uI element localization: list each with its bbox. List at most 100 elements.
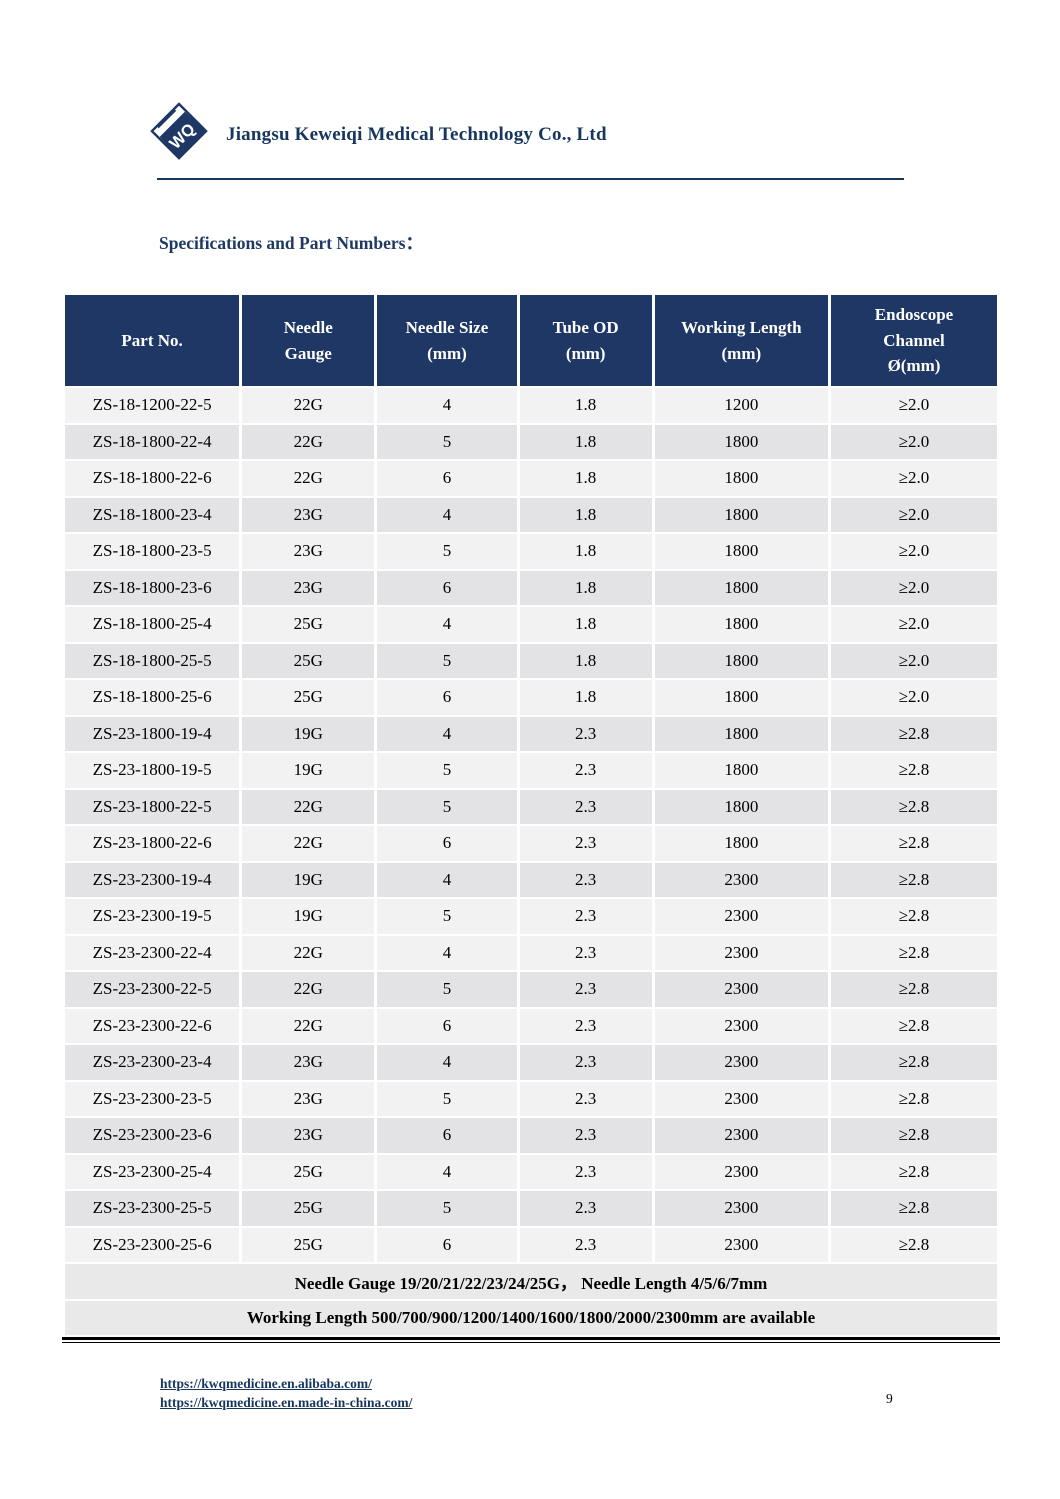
availability-note-line2: Working Length 500/700/900/1200/1400/160… <box>65 1300 997 1335</box>
table-cell: ZS-18-1800-23-5 <box>65 534 240 569</box>
table-cell: 23G <box>242 497 375 532</box>
table-cell: ≥2.0 <box>831 607 997 642</box>
table-cell: 1800 <box>654 607 828 642</box>
table-row: ZS-18-1800-25-4 25G 4 1.8 1800 ≥2.0 <box>65 607 997 642</box>
table-cell: 2.3 <box>519 1045 652 1080</box>
table-cell: ≥2.8 <box>831 1227 997 1262</box>
col-header-part-no: Part No. <box>65 295 240 386</box>
table-row: ZS-18-1800-23-4 23G 4 1.8 1800 ≥2.0 <box>65 497 997 532</box>
table-cell: 23G <box>242 1118 375 1153</box>
table-cell: ≥2.8 <box>831 972 997 1007</box>
table-cell: 1800 <box>654 716 828 751</box>
table-cell: 2300 <box>654 862 828 897</box>
table-cell: 6 <box>377 826 517 861</box>
table-cell: 1200 <box>654 388 828 423</box>
table-cell: 1.8 <box>519 534 652 569</box>
table-cell: 1800 <box>654 789 828 824</box>
table-cell: 2.3 <box>519 1227 652 1262</box>
table-cell: ≥2.0 <box>831 461 997 496</box>
table-cell: 2300 <box>654 1154 828 1189</box>
made-in-china-link[interactable]: https://kwqmedicine.en.made-in-china.com… <box>160 1395 413 1410</box>
table-cell: ZS-23-2300-22-4 <box>65 935 240 970</box>
company-name: Jiangsu Keweiqi Medical Technology Co., … <box>226 124 607 145</box>
table-cell: 25G <box>242 1191 375 1226</box>
table-cell: 2300 <box>654 1081 828 1116</box>
table-cell: 6 <box>377 1008 517 1043</box>
table-cell: ≥2.8 <box>831 1191 997 1226</box>
table-cell: ≥2.8 <box>831 1008 997 1043</box>
page-header: WQ Jiangsu Keweiqi Medical Technology Co… <box>150 102 607 164</box>
table-cell: 22G <box>242 789 375 824</box>
table-cell: 1800 <box>654 826 828 861</box>
table-cell: ≥2.8 <box>831 1045 997 1080</box>
table-cell: ≥2.8 <box>831 753 997 788</box>
table-cell: ZS-23-1800-22-5 <box>65 789 240 824</box>
table-cell: 23G <box>242 1045 375 1080</box>
spec-table: Part No. Needle Gauge Needle Size (mm) T… <box>62 293 1000 1337</box>
table-cell: 1800 <box>654 570 828 605</box>
table-row: ZS-18-1800-23-5 23G 5 1.8 1800 ≥2.0 <box>65 534 997 569</box>
header-divider <box>157 178 904 180</box>
col-header-tube-od: Tube OD (mm) <box>519 295 652 386</box>
table-cell: 25G <box>242 1154 375 1189</box>
table-row: ZS-23-2300-23-4 23G 4 2.3 2300 ≥2.8 <box>65 1045 997 1080</box>
table-cell: ZS-23-2300-25-5 <box>65 1191 240 1226</box>
table-cell: 4 <box>377 388 517 423</box>
table-row: ZS-23-2300-25-5 25G 5 2.3 2300 ≥2.8 <box>65 1191 997 1226</box>
table-cell: ZS-23-1800-22-6 <box>65 826 240 861</box>
table-cell: 25G <box>242 680 375 715</box>
table-cell: 23G <box>242 534 375 569</box>
table-cell: 2.3 <box>519 1118 652 1153</box>
table-row: ZS-18-1800-23-6 23G 6 1.8 1800 ≥2.0 <box>65 570 997 605</box>
table-cell: 1.8 <box>519 388 652 423</box>
table-row: ZS-23-2300-22-4 22G 4 2.3 2300 ≥2.8 <box>65 935 997 970</box>
table-row: ZS-23-2300-19-4 19G 4 2.3 2300 ≥2.8 <box>65 862 997 897</box>
table-cell: 22G <box>242 1008 375 1043</box>
table-cell: 1800 <box>654 424 828 459</box>
table-cell: 22G <box>242 461 375 496</box>
table-cell: 25G <box>242 1227 375 1262</box>
table-cell: 5 <box>377 534 517 569</box>
table-cell: 1.8 <box>519 570 652 605</box>
table-cell: ≥2.8 <box>831 826 997 861</box>
section-title: Specifications and Part Numbers： <box>159 233 423 253</box>
table-cell: ZS-18-1800-22-6 <box>65 461 240 496</box>
table-row: ZS-23-2300-19-5 19G 5 2.3 2300 ≥2.8 <box>65 899 997 934</box>
table-cell: 22G <box>242 388 375 423</box>
table-cell: 2300 <box>654 935 828 970</box>
table-cell: 1.8 <box>519 461 652 496</box>
table-cell: 5 <box>377 899 517 934</box>
table-cell: 5 <box>377 753 517 788</box>
table-row: ZS-18-1800-25-6 25G 6 1.8 1800 ≥2.0 <box>65 680 997 715</box>
table-row: ZS-18-1800-22-6 22G 6 1.8 1800 ≥2.0 <box>65 461 997 496</box>
table-cell: ZS-23-1800-19-5 <box>65 753 240 788</box>
table-cell: 2300 <box>654 1227 828 1262</box>
table-row: ZS-23-1800-22-6 22G 6 2.3 1800 ≥2.8 <box>65 826 997 861</box>
table-row: ZS-18-1800-22-4 22G 5 1.8 1800 ≥2.0 <box>65 424 997 459</box>
table-row: ZS-23-2300-23-6 23G 6 2.3 2300 ≥2.8 <box>65 1118 997 1153</box>
table-cell: ≥2.0 <box>831 570 997 605</box>
table-row: ZS-23-2300-25-6 25G 6 2.3 2300 ≥2.8 <box>65 1227 997 1262</box>
spec-table-container: Part No. Needle Gauge Needle Size (mm) T… <box>62 293 1000 1343</box>
alibaba-link[interactable]: https://kwqmedicine.en.alibaba.com/ <box>160 1376 372 1391</box>
col-header-needle-gauge: Needle Gauge <box>242 295 375 386</box>
table-cell: ≥2.8 <box>831 1118 997 1153</box>
table-cell: 4 <box>377 935 517 970</box>
table-cell: 2.3 <box>519 1008 652 1043</box>
table-cell: 1800 <box>654 497 828 532</box>
table-row: ZS-23-1800-19-4 19G 4 2.3 1800 ≥2.8 <box>65 716 997 751</box>
table-cell: ZS-23-2300-22-6 <box>65 1008 240 1043</box>
table-cell: ZS-18-1200-22-5 <box>65 388 240 423</box>
table-cell: 1800 <box>654 680 828 715</box>
table-row: ZS-23-2300-23-5 23G 5 2.3 2300 ≥2.8 <box>65 1081 997 1116</box>
table-cell: ZS-18-1800-23-6 <box>65 570 240 605</box>
table-cell: ≥2.8 <box>831 789 997 824</box>
table-cell: 2300 <box>654 1008 828 1043</box>
table-cell: ZS-18-1800-25-5 <box>65 643 240 678</box>
table-cell: 2300 <box>654 1045 828 1080</box>
table-cell: ≥2.0 <box>831 388 997 423</box>
table-cell: ≥2.0 <box>831 497 997 532</box>
table-cell: 2300 <box>654 1118 828 1153</box>
table-cell: 6 <box>377 1227 517 1262</box>
